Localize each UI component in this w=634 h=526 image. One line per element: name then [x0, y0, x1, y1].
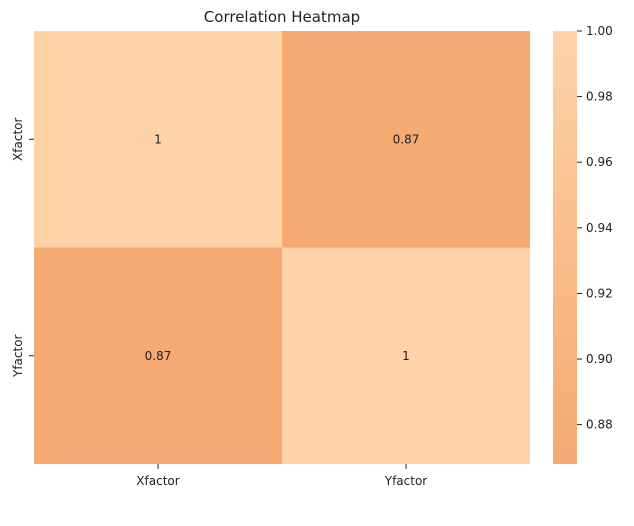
heatmap-cell-label: 1	[402, 349, 410, 363]
heatmap-cell	[282, 247, 530, 464]
y-tick-label: Xfactor	[11, 118, 25, 161]
colorbar-tick-label: 0.92	[586, 286, 613, 300]
heatmap-cell-label: 0.87	[393, 132, 420, 146]
colorbar-tick-label: 0.88	[586, 418, 613, 432]
y-axis: Xfactor Yfactor	[11, 118, 34, 378]
colorbar-tick-label: 0.90	[586, 352, 613, 366]
colorbar-tick-label: 0.96	[586, 155, 613, 169]
colorbar-tick-label: 1.00	[586, 24, 613, 38]
x-axis: Xfactor Yfactor	[136, 464, 427, 488]
heatmap-cell-label: 1	[154, 132, 162, 146]
heatmap-cell-label: 0.87	[145, 349, 172, 363]
colorbar	[553, 31, 577, 464]
colorbar-tick-label: 0.94	[586, 221, 613, 235]
y-tick-label: Yfactor	[11, 334, 25, 378]
heatmap-cell-labels: 1 0.87 0.87 1	[145, 132, 420, 363]
heatmap-cells	[34, 31, 530, 464]
x-tick-label: Yfactor	[384, 474, 428, 488]
chart-title: Correlation Heatmap	[204, 8, 360, 26]
heatmap-cell	[34, 31, 282, 248]
x-tick-label: Xfactor	[136, 474, 179, 488]
heatmap-cell	[282, 31, 530, 248]
heatmap-cell	[34, 247, 282, 464]
colorbar-axis: 0.88 0.90 0.92 0.94 0.96 0.98 1.00	[577, 24, 613, 432]
colorbar-tick-label: 0.98	[586, 90, 613, 104]
